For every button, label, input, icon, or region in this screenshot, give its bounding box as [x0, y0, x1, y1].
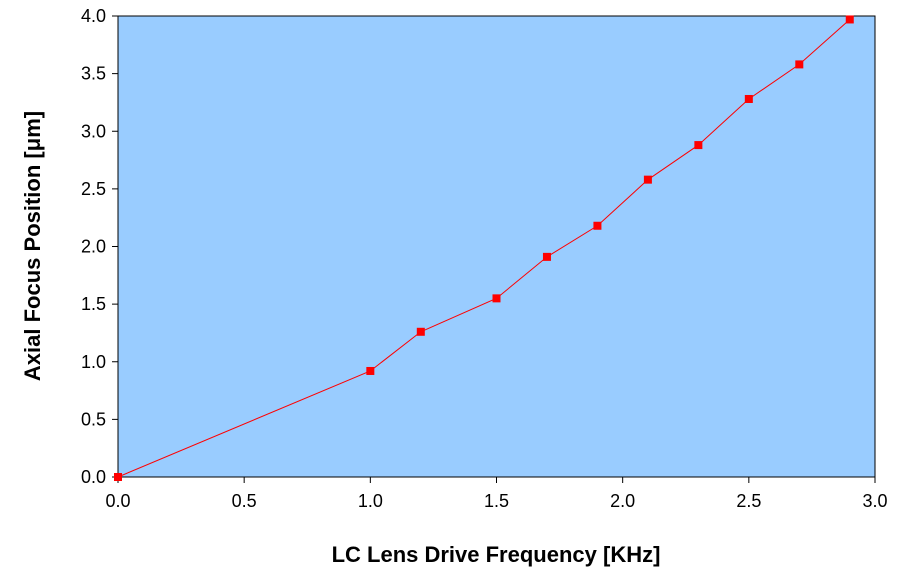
y-axis-title: Axial Focus Position [μm]	[20, 111, 45, 381]
data-point-marker	[795, 60, 804, 69]
data-point-marker	[114, 473, 122, 481]
y-tick-label: 0.0	[81, 467, 106, 487]
x-tick-label: 3.0	[862, 491, 887, 511]
data-point-marker	[492, 294, 501, 303]
data-point-marker	[845, 15, 854, 24]
x-tick-label: 2.0	[610, 491, 635, 511]
data-point-marker	[542, 252, 551, 261]
x-tick-label: 0.0	[105, 491, 130, 511]
plot-area	[117, 15, 876, 478]
y-tick-label: 1.5	[81, 294, 106, 314]
y-axis: 0.0 0.5 1.0 1.5 2.0 2.5 3.0 3.5 4.0	[81, 6, 118, 487]
x-tick-label: 1.5	[484, 491, 509, 511]
data-point-marker	[694, 141, 703, 150]
y-tick-label: 2.5	[81, 179, 106, 199]
x-axis-title: LC Lens Drive Frequency [KHz]	[332, 542, 661, 567]
y-tick-label: 1.0	[81, 352, 106, 372]
y-tick-label: 0.5	[81, 409, 106, 429]
data-point-marker	[744, 94, 753, 103]
x-tick-label: 2.5	[736, 491, 761, 511]
y-tick-label: 2.0	[81, 237, 106, 257]
x-tick-label: 1.0	[358, 491, 383, 511]
data-point-marker	[366, 366, 375, 375]
data-point-marker	[416, 327, 425, 336]
y-tick-label: 4.0	[81, 6, 106, 26]
data-point-marker	[593, 221, 602, 230]
x-axis: 0.0 0.5 1.0 1.5 2.0 2.5 3.0	[105, 477, 888, 511]
y-tick-label: 3.5	[81, 64, 106, 84]
y-tick-label: 3.0	[81, 121, 106, 141]
series-layer	[114, 15, 854, 481]
data-point-marker	[643, 175, 652, 184]
x-tick-label: 0.5	[232, 491, 257, 511]
